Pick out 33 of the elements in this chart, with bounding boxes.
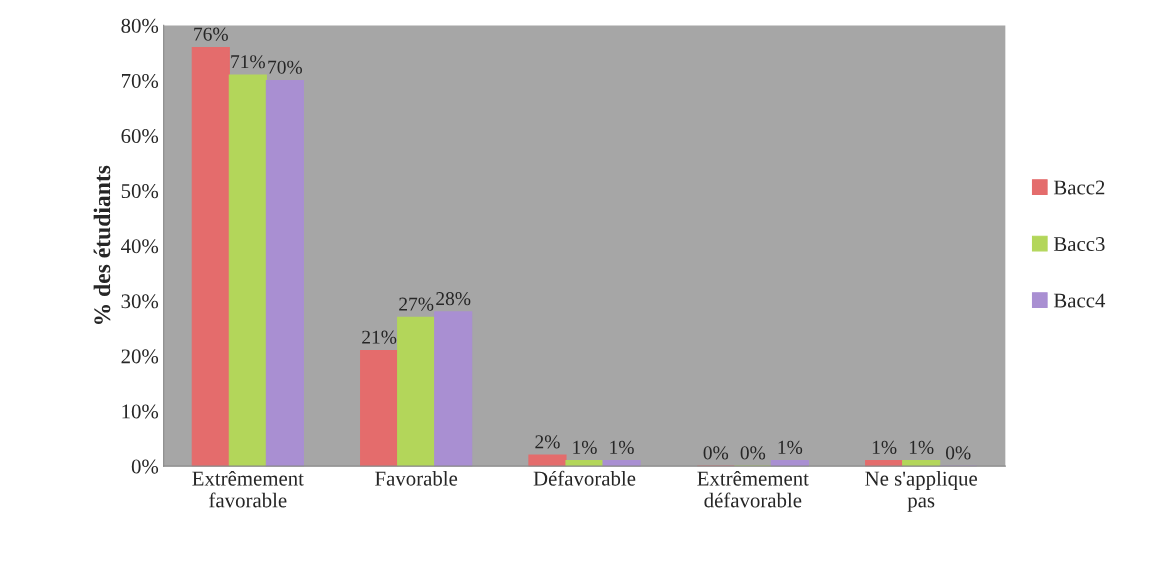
x-tick-label: Extrêmement favorable — [192, 470, 304, 508]
y-tick-label: 60% — [121, 128, 159, 144]
y-tick-label: 70% — [121, 73, 159, 89]
y-tick-label: 0% — [131, 459, 159, 474]
x-tick-label: Ne s'applique pas — [865, 470, 977, 512]
data-label: 76% — [194, 27, 228, 41]
data-label: 21% — [362, 330, 397, 344]
y-tick-label: 20% — [121, 349, 159, 364]
y-tick-label: 80% — [121, 18, 159, 33]
data-label: 0% — [740, 446, 766, 460]
x-tick-label: Extrêmement défavorable — [697, 470, 809, 508]
data-label: 0% — [945, 446, 971, 460]
x-tick-label: Favorable — [375, 470, 458, 486]
data-label: 27% — [399, 297, 434, 311]
data-label: 1% — [778, 440, 803, 454]
data-label: 1% — [909, 440, 934, 454]
data-label: 1% — [573, 440, 597, 454]
data-label: 1% — [610, 440, 634, 454]
y-tick-label: 40% — [121, 239, 159, 254]
data-label: 28% — [436, 292, 471, 306]
y-tick-label: 10% — [122, 404, 159, 419]
y-tick-label: 50% — [121, 184, 159, 199]
data-label: 71% — [231, 55, 265, 69]
y-tick-label: 30% — [121, 294, 159, 309]
x-tick-label: Défavorable — [533, 470, 636, 486]
legend-label: Bacc3 — [1053, 237, 1105, 252]
data-label: 70% — [268, 60, 303, 74]
legend-label: Bacc2 — [1053, 180, 1105, 195]
y-axis-title: % des étudiants — [93, 165, 111, 325]
data-label: 1% — [872, 440, 897, 454]
data-label: 0% — [703, 446, 729, 460]
legend-label: Bacc4 — [1053, 293, 1106, 308]
data-label: 2% — [535, 435, 560, 449]
